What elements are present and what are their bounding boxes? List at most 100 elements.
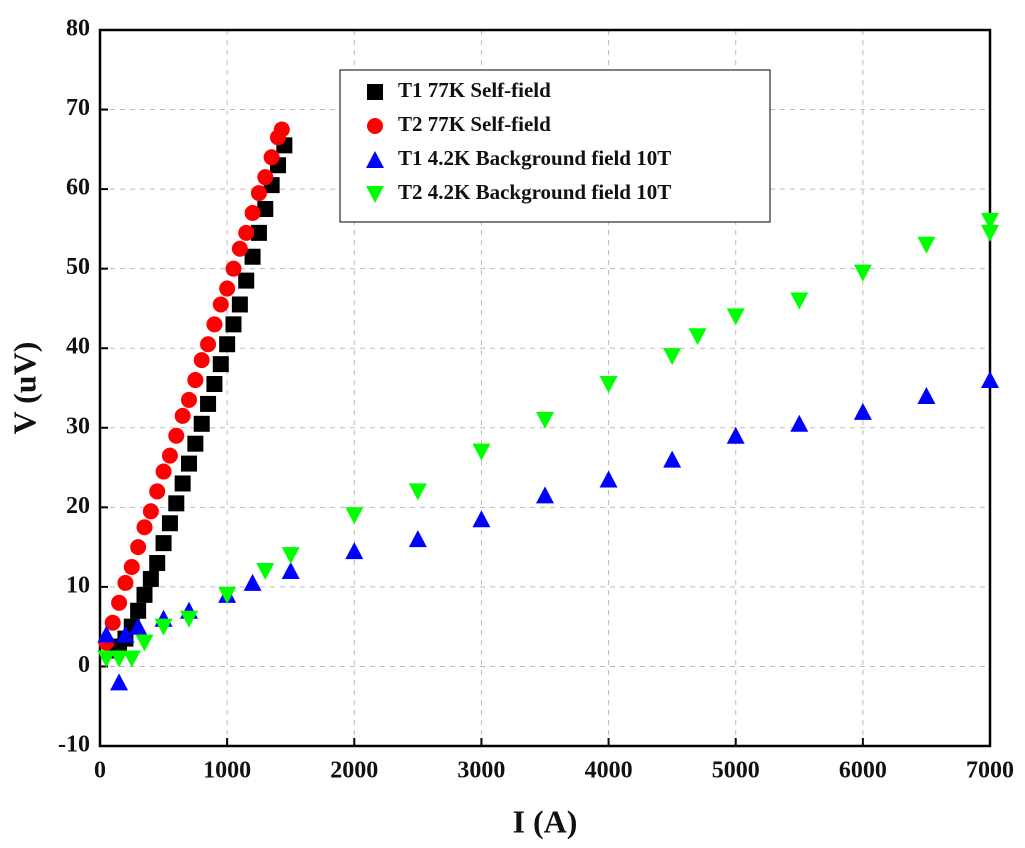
x-axis-title: I (A) <box>513 803 578 839</box>
marker <box>174 407 191 424</box>
marker <box>345 542 364 560</box>
marker <box>117 574 134 591</box>
x-tick-label: 4000 <box>585 758 633 784</box>
marker <box>168 427 185 444</box>
y-tick-label: 70 <box>66 95 90 121</box>
marker <box>536 486 554 504</box>
marker <box>200 336 217 353</box>
marker <box>174 475 191 492</box>
y-tick-label: 20 <box>66 493 90 519</box>
x-tick-label: 1000 <box>203 758 251 784</box>
legend-label: T2 4.2K Background field 10T <box>398 180 671 204</box>
marker <box>155 463 172 480</box>
marker <box>187 435 204 452</box>
marker <box>206 376 223 393</box>
x-tick-label: 6000 <box>839 758 887 784</box>
marker <box>110 673 129 691</box>
marker <box>168 495 185 512</box>
marker <box>212 296 229 313</box>
marker <box>218 586 237 604</box>
legend-box <box>339 69 771 223</box>
marker <box>135 634 154 652</box>
marker <box>219 336 236 353</box>
legend-label: T1 77K Self-field <box>398 78 551 102</box>
x-tick-label: 5000 <box>712 758 760 784</box>
y-axis-title: V (uV) <box>6 342 42 435</box>
marker <box>225 260 242 277</box>
y-tick-label: 30 <box>66 413 90 439</box>
marker <box>367 84 383 100</box>
marker <box>243 573 262 591</box>
series <box>98 121 290 651</box>
marker <box>281 547 300 565</box>
marker <box>231 296 248 313</box>
marker <box>130 539 147 556</box>
marker <box>263 149 280 166</box>
y-tick-label: 40 <box>66 334 90 360</box>
marker <box>219 280 236 297</box>
marker <box>257 201 274 217</box>
marker <box>688 328 707 346</box>
marker <box>187 372 204 389</box>
marker <box>136 586 153 603</box>
marker <box>366 186 384 203</box>
marker <box>726 308 745 326</box>
marker <box>104 614 121 631</box>
marker <box>244 248 261 265</box>
marker <box>149 555 166 572</box>
marker <box>250 185 267 202</box>
marker <box>149 483 166 500</box>
x-tick-label: 7000 <box>966 758 1014 784</box>
marker <box>180 610 198 628</box>
legend-label: T2 77K Self-field <box>398 112 551 136</box>
y-tick-label: 50 <box>66 254 90 280</box>
x-tick-label: 0 <box>94 758 106 784</box>
marker <box>273 121 290 138</box>
marker <box>981 224 999 242</box>
marker <box>225 316 242 333</box>
x-tick-label: 3000 <box>457 758 505 784</box>
marker <box>726 426 745 444</box>
marker <box>599 376 618 394</box>
legend-label: T1 4.2K Background field 10T <box>398 146 671 170</box>
marker <box>123 559 140 575</box>
marker <box>472 443 491 461</box>
marker <box>231 240 248 257</box>
marker <box>193 415 210 432</box>
marker <box>366 151 384 168</box>
marker <box>206 316 223 333</box>
marker <box>244 204 261 221</box>
marker <box>281 561 300 579</box>
marker <box>790 292 809 310</box>
marker <box>853 402 872 420</box>
marker <box>472 510 491 528</box>
marker <box>599 470 618 488</box>
y-tick-label: 80 <box>66 16 90 42</box>
marker <box>917 386 936 404</box>
marker <box>257 169 274 186</box>
y-tick-label: -10 <box>58 732 90 758</box>
marker <box>129 617 148 635</box>
marker <box>111 594 128 611</box>
marker <box>250 224 267 241</box>
marker <box>408 483 427 501</box>
marker <box>142 570 159 587</box>
marker <box>130 602 147 619</box>
marker <box>536 411 554 429</box>
y-tick-label: 60 <box>66 175 90 201</box>
marker <box>238 272 255 289</box>
marker <box>917 236 936 254</box>
marker <box>154 618 173 636</box>
marker <box>97 625 116 643</box>
marker <box>981 371 999 389</box>
marker <box>200 395 217 412</box>
marker <box>367 118 383 134</box>
marker <box>161 515 178 532</box>
marker <box>110 650 129 668</box>
marker <box>981 212 999 230</box>
marker <box>122 650 141 668</box>
marker <box>97 650 116 668</box>
marker <box>345 507 364 525</box>
series <box>97 371 999 691</box>
